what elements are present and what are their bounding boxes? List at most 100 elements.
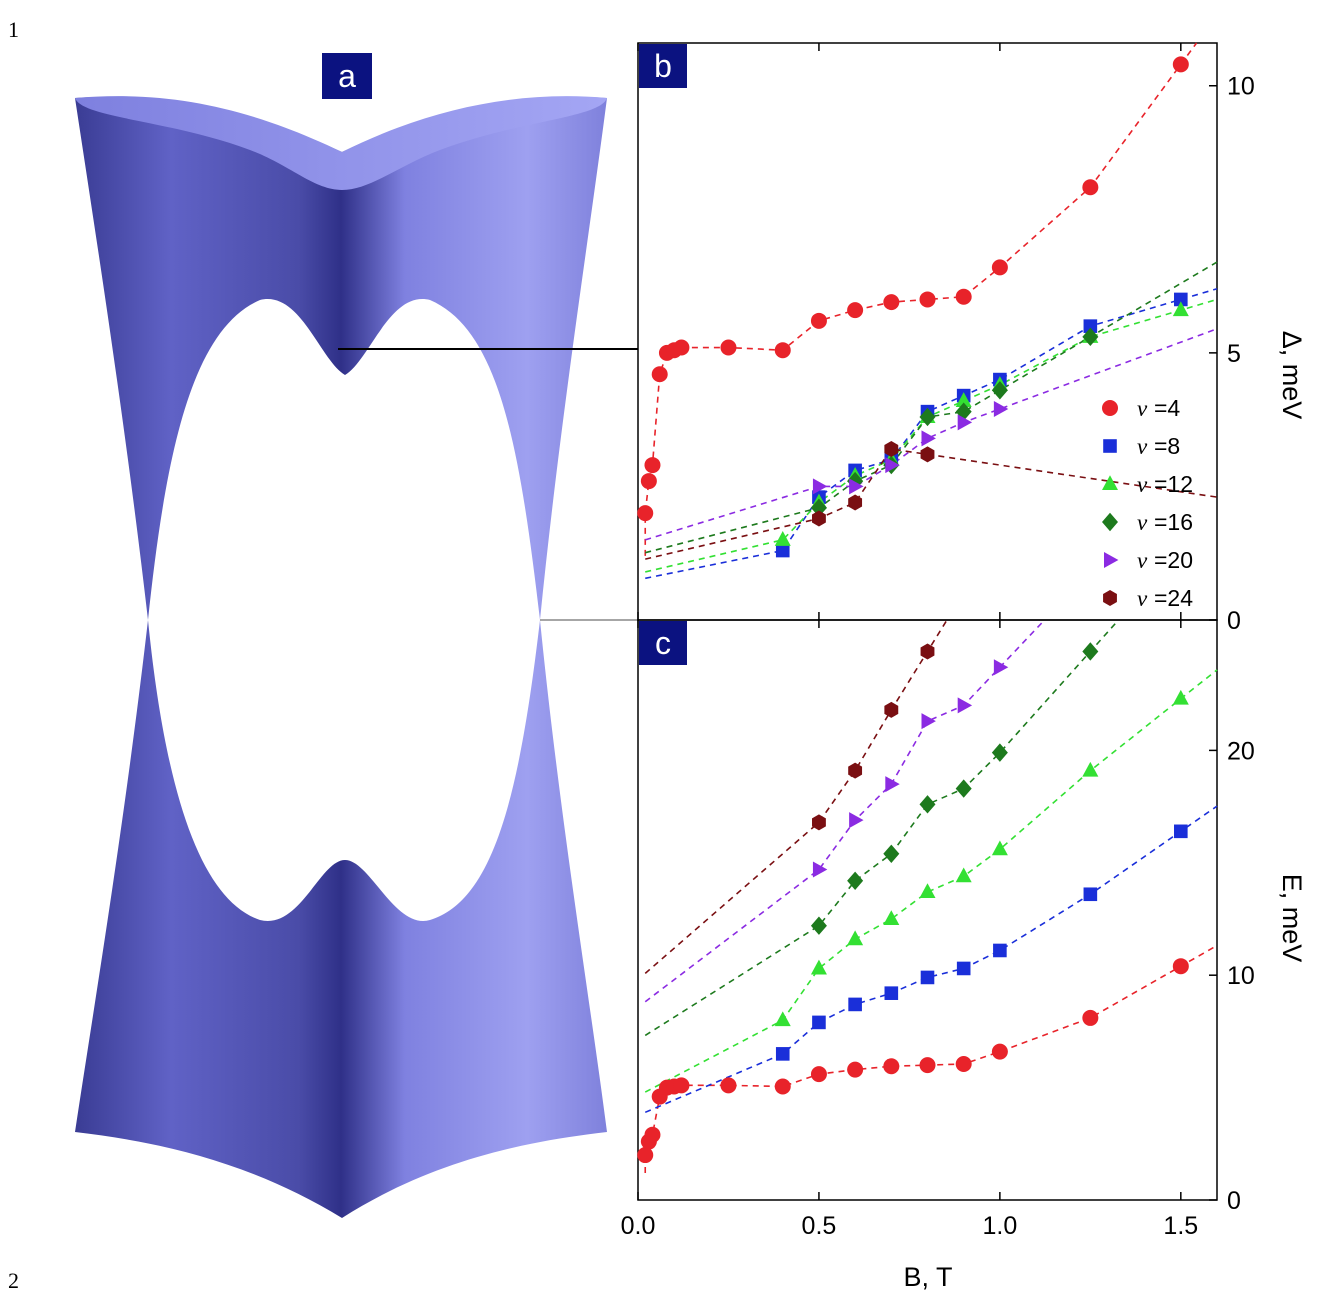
svg-text:a: a	[338, 58, 356, 94]
data-point	[884, 986, 899, 1000]
plot-b-ylabel: Δ, meV	[1277, 331, 1307, 420]
legend-symbol: ν	[1137, 434, 1148, 459]
data-point	[1174, 824, 1188, 839]
legend-marker	[1102, 400, 1118, 416]
data-point	[919, 795, 936, 814]
panel-a-surface	[75, 96, 607, 1218]
fit-curve	[644, 619, 948, 974]
data-point	[810, 916, 827, 935]
svg-text:b: b	[654, 48, 672, 84]
data-point	[955, 867, 972, 883]
data-point	[993, 943, 1007, 958]
plot-c-ylabel: E, meV	[1277, 874, 1307, 963]
data-point	[1082, 327, 1099, 347]
data-point	[921, 713, 936, 730]
page-number-top: 1	[8, 17, 19, 42]
data-point	[884, 701, 899, 718]
panel-label-b: b	[639, 44, 687, 88]
data-point	[810, 959, 827, 975]
data-point	[775, 543, 790, 558]
data-point	[849, 812, 864, 829]
x-tick-label: 1.5	[1163, 1212, 1198, 1240]
data-point	[774, 342, 791, 359]
fit-curve	[644, 669, 1218, 1093]
data-point	[1174, 292, 1188, 307]
upper-cone-surface	[75, 96, 607, 620]
data-point	[921, 430, 936, 447]
data-point	[884, 441, 899, 458]
data-point	[1083, 887, 1098, 902]
x-tick-label: 1.0	[982, 1212, 1017, 1240]
legend-marker	[1102, 512, 1118, 532]
legend: ν =4ν =8ν =12ν =16ν =20ν =24	[1102, 395, 1193, 611]
data-point	[812, 510, 826, 527]
data-point	[919, 883, 936, 899]
legend-symbol: ν	[1137, 510, 1148, 535]
data-point	[774, 1078, 791, 1095]
data-point	[720, 1077, 737, 1094]
data-point	[883, 844, 900, 863]
y-tick-label: 5	[1227, 340, 1241, 368]
legend-symbol: ν	[1137, 586, 1148, 611]
data-point	[920, 446, 935, 463]
legend-label: =24	[1154, 585, 1193, 611]
data-point	[955, 288, 972, 305]
fit-curve	[644, 805, 1218, 1114]
data-point	[1082, 761, 1099, 777]
data-point	[810, 312, 827, 329]
plot-b: 0 5 10	[637, 42, 1255, 635]
data-point	[1172, 56, 1189, 73]
x-tick-label: 0.0	[621, 1212, 656, 1240]
y-tick-label: 10	[1227, 73, 1255, 101]
x-tick-label: 0.5	[802, 1212, 837, 1240]
lower-cone-surface	[75, 620, 607, 1218]
y-tick-label: 10	[1227, 962, 1255, 990]
fit-curve	[645, 328, 1218, 541]
upper-rim	[75, 96, 607, 190]
data-point	[955, 779, 972, 798]
data-point	[1082, 179, 1099, 196]
data-point	[644, 1126, 661, 1143]
data-point	[774, 531, 791, 546]
y-tick-label: 0	[1227, 607, 1241, 635]
data-point	[957, 414, 973, 431]
legend-label: =16	[1154, 509, 1193, 535]
data-point	[847, 302, 864, 319]
fit-curve	[645, 287, 1218, 580]
legend-symbol: ν	[1137, 396, 1148, 421]
data-point	[1083, 319, 1098, 333]
legend-marker	[1103, 590, 1117, 606]
fit-curve	[645, 448, 1218, 560]
data-point	[640, 473, 657, 490]
data-point	[848, 494, 863, 511]
page-number-bottom: 2	[8, 1268, 19, 1293]
data-point	[673, 339, 690, 356]
legend-marker	[1104, 552, 1119, 568]
data-point	[991, 840, 1008, 856]
legend-marker	[1103, 439, 1117, 453]
data-point	[637, 505, 654, 522]
data-point	[919, 407, 936, 427]
data-point	[1082, 642, 1099, 661]
fit-curve	[644, 619, 1120, 1037]
data-point	[993, 400, 1009, 417]
data-point	[812, 478, 828, 495]
data-point	[644, 457, 661, 474]
data-point	[810, 498, 827, 518]
legend-marker	[1102, 475, 1118, 490]
data-point	[919, 291, 936, 308]
data-point	[885, 776, 900, 793]
data-point	[955, 1055, 972, 1072]
data-point	[991, 1043, 1008, 1060]
svg-text:c: c	[655, 625, 671, 661]
legend-label: =4	[1154, 395, 1180, 421]
data-point	[919, 1057, 936, 1074]
data-point	[847, 930, 864, 946]
data-point	[812, 814, 826, 831]
data-point	[957, 697, 973, 714]
data-point	[993, 659, 1009, 676]
data-point	[991, 743, 1008, 762]
legend-label: =20	[1154, 547, 1193, 573]
fit-curve	[644, 619, 1046, 1003]
